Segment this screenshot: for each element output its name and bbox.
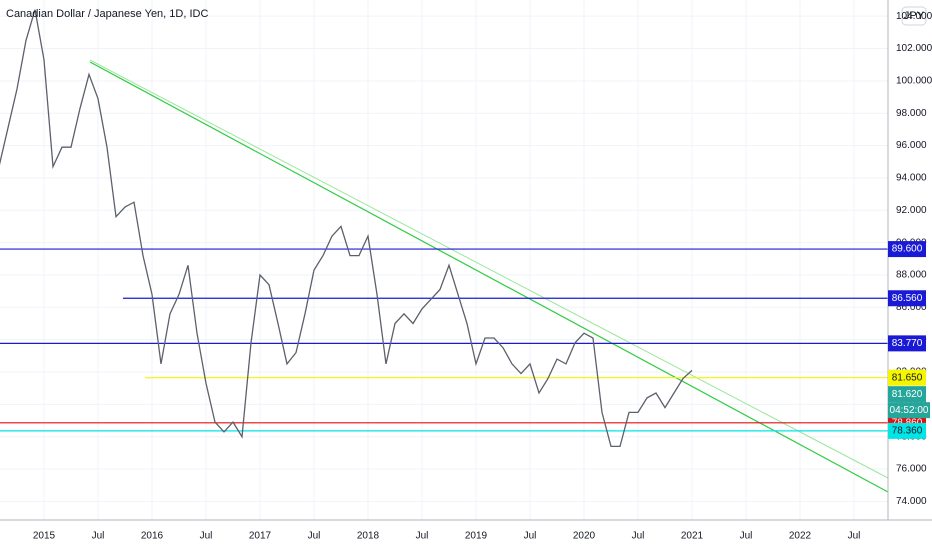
x-tick-label: 2019: [465, 531, 488, 542]
x-tick-label: 2022: [789, 531, 812, 542]
price-level-label: 78.360: [892, 426, 923, 437]
price-level-tag: [888, 422, 926, 439]
y-tick-label: 92.000: [896, 205, 927, 216]
currency-label[interactable]: JPY: [904, 10, 925, 22]
price-level-label: 81.650: [892, 372, 923, 383]
x-tick-label: 2015: [33, 531, 56, 542]
countdown-tag: [888, 402, 930, 419]
x-tick-label: Jul: [92, 531, 105, 542]
x-tick-label: 2017: [249, 531, 272, 542]
price-line: [0, 9, 693, 448]
x-tick-label: 2020: [573, 531, 596, 542]
y-tick-label: 102.000: [896, 43, 932, 54]
y-tick-label: 100.000: [896, 76, 932, 87]
x-tick-label: Jul: [848, 531, 861, 542]
price-level-label: 83.770: [892, 338, 923, 349]
y-tick-label: 76.000: [896, 464, 927, 475]
y-tick-label: 96.000: [896, 140, 927, 151]
trendline: [89, 59, 889, 479]
price-level-tag: [888, 241, 926, 258]
price-level-tag: [888, 335, 926, 352]
trendline: [89, 61, 889, 493]
x-tick-label: 2016: [141, 531, 164, 542]
y-tick-label: 94.000: [896, 173, 927, 184]
x-tick-label: 2018: [357, 531, 380, 542]
plot: [0, 9, 888, 448]
currency-button[interactable]: [901, 6, 927, 26]
last-price-label: 81.620: [892, 389, 923, 400]
chart-title: Canadian Dollar / Japanese Yen, 1D, IDC: [6, 8, 208, 20]
x-tick-label: Jul: [740, 531, 753, 542]
y-tick-label: 74.000: [896, 496, 927, 507]
y-tick-label: 104.000: [896, 11, 932, 22]
x-tick-label: Jul: [416, 531, 429, 542]
y-tick-label: 98.000: [896, 108, 927, 119]
x-tick-label: Jul: [308, 531, 321, 542]
last-price-tag: [888, 386, 926, 403]
price-level-label: 86.560: [892, 293, 923, 304]
x-tick-label: Jul: [524, 531, 537, 542]
price-level-label: 89.600: [892, 244, 923, 255]
y-tick-label: 88.000: [896, 270, 927, 281]
x-tick-label: Jul: [632, 531, 645, 542]
y-tick-label: 86.000: [896, 302, 927, 313]
price-level-tag: [888, 369, 926, 386]
x-tick-label: Jul: [200, 531, 213, 542]
x-tick-label: 2021: [681, 531, 704, 542]
price-level-tag: [888, 290, 926, 307]
countdown-label: 04:52:00: [890, 405, 929, 416]
